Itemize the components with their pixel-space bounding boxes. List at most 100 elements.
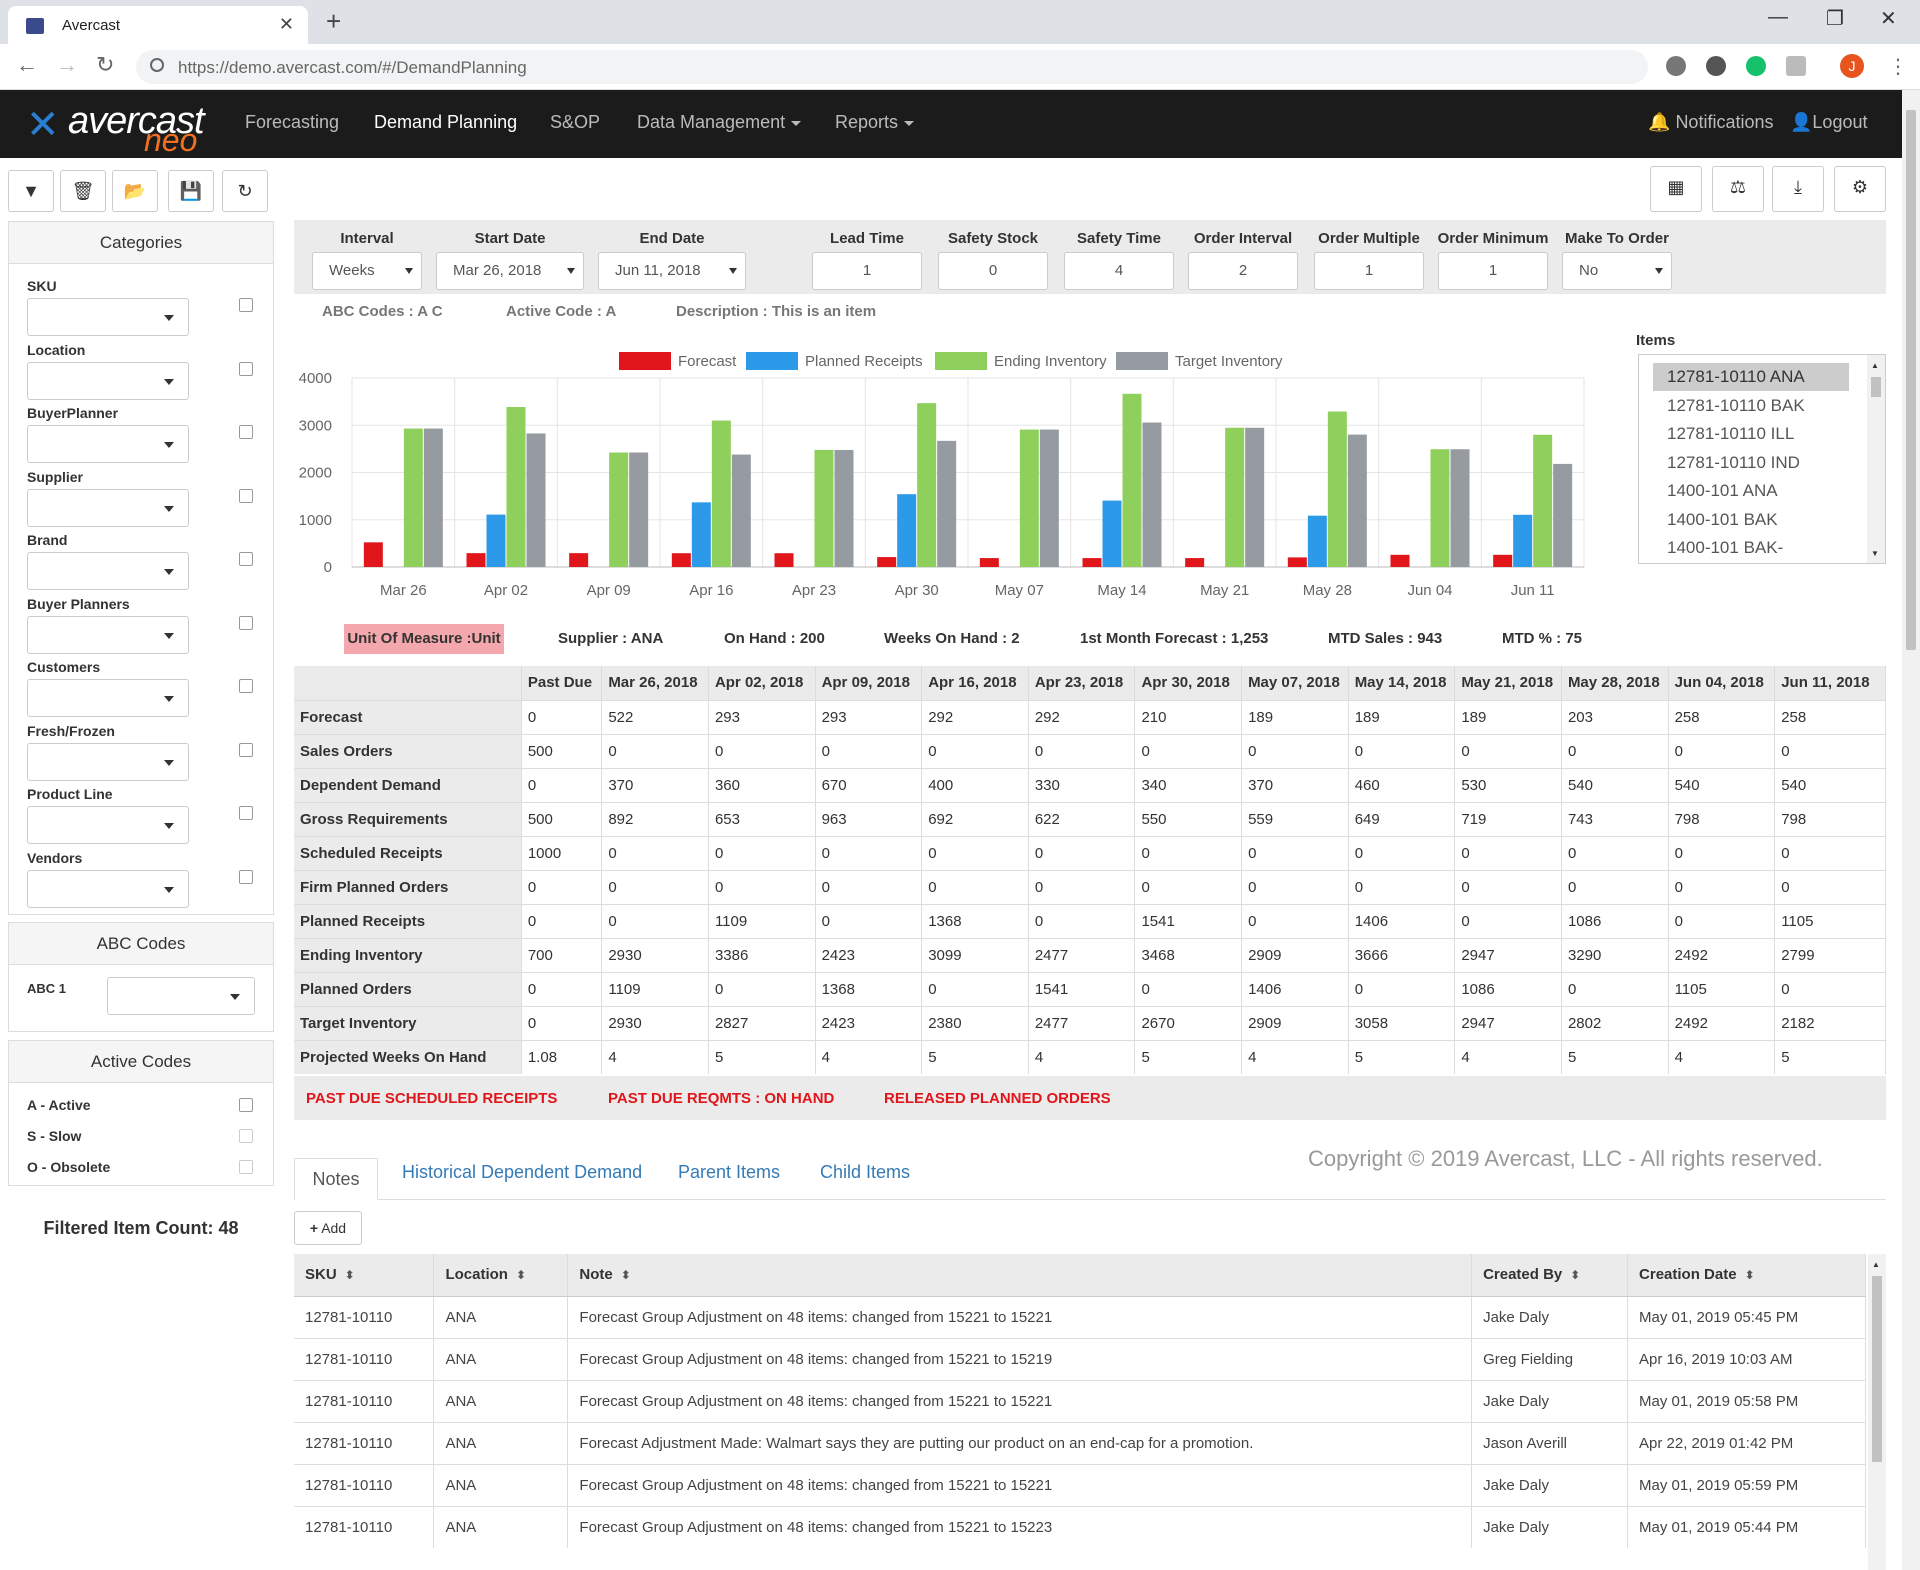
extension-3-icon[interactable] (1786, 56, 1806, 76)
sort-icon[interactable]: ⬍ (1744, 1268, 1755, 1283)
note-row[interactable]: 12781-10110 ANA Forecast Group Adjustment … (294, 1337, 1866, 1380)
new-tab-icon[interactable]: + (326, 6, 342, 36)
save-button[interactable]: 💾 (168, 170, 214, 212)
profile-avatar[interactable]: J (1840, 54, 1864, 78)
tab-notes[interactable]: Notes (294, 1158, 378, 1200)
item-option[interactable]: 12781-10110 ANA (1653, 363, 1849, 391)
note-row[interactable]: 12781-10110 ANA Forecast Group Adjustment … (294, 1295, 1866, 1338)
item-option[interactable]: 1400-101 ANA (1667, 481, 1778, 500)
items-scrollbar-thumb[interactable] (1871, 377, 1881, 397)
notes-column-header[interactable]: Location ⬍ (433, 1254, 569, 1297)
item-option[interactable]: 12781-10110 ILL (1667, 424, 1795, 443)
filter-checkbox-fresh-frozen[interactable] (239, 742, 253, 757)
filter-checkbox-brand[interactable] (239, 552, 253, 566)
filter-select-fresh-frozen[interactable] (27, 742, 189, 781)
page-scrollbar-thumb[interactable] (1906, 110, 1916, 650)
notes-column-header[interactable]: Created By ⬍ (1471, 1254, 1629, 1297)
filter-checkbox-buyer-planners[interactable] (239, 615, 253, 630)
close-window-icon[interactable]: ✕ (1880, 8, 1897, 30)
sort-icon[interactable]: ⬍ (515, 1268, 527, 1283)
safety-time-input[interactable]: 4 (1064, 252, 1174, 290)
start-date-select[interactable]: Mar 26, 2018 (436, 252, 584, 290)
maximize-icon[interactable]: ❐ (1826, 8, 1844, 30)
safety-stock-input[interactable]: 0 (938, 252, 1048, 290)
grammarly-icon[interactable] (1746, 56, 1766, 76)
tab-child-items[interactable]: Child Items (820, 1162, 911, 1182)
note-row[interactable]: 12781-10110 ANA Forecast Group Adjustment … (294, 1379, 1866, 1422)
filter-checkbox-location[interactable] (239, 361, 253, 376)
lead-time-input[interactable]: 1 (812, 252, 922, 290)
filter-select-location[interactable] (27, 361, 189, 400)
item-option[interactable]: 1400-101 BAK (1667, 509, 1778, 529)
browser-menu-icon[interactable]: ⋮ (1888, 56, 1908, 78)
close-tab-icon[interactable]: ✕ (278, 14, 294, 34)
filter-select-customers[interactable] (27, 679, 189, 717)
refresh-button[interactable]: ↻ (222, 170, 268, 212)
filter-select-vendors[interactable] (27, 869, 189, 908)
notes-scrollbar[interactable]: ▲ (1868, 1254, 1886, 1570)
notes-column-header[interactable]: Note ⬍ (567, 1254, 1473, 1297)
nav-sop[interactable]: S&OP (550, 112, 601, 132)
filter-checkbox-customers[interactable] (239, 679, 253, 693)
nav-data-management[interactable]: Data Management (637, 112, 802, 133)
site-info-icon[interactable] (150, 58, 164, 72)
abc-1-select[interactable] (107, 977, 255, 1015)
filter-checkbox-supplier[interactable] (239, 488, 253, 503)
filter-select-supplier[interactable] (27, 488, 189, 527)
settings-button[interactable]: ⚙ (1834, 166, 1886, 212)
scroll-up-icon[interactable]: ▲ (1872, 1260, 1880, 1269)
interval-select[interactable]: Weeks (312, 252, 422, 290)
notifications-link[interactable]: 🔔 Notifications (1648, 112, 1773, 133)
item-option[interactable]: 12781-10110 BAK (1667, 395, 1805, 415)
notes-scrollbar-thumb[interactable] (1872, 1276, 1882, 1462)
extension-2-icon[interactable] (1706, 56, 1726, 76)
reload-icon[interactable]: ↻ (96, 52, 115, 77)
balance-button[interactable]: ⚖ (1712, 166, 1764, 212)
sort-icon[interactable]: ⬍ (620, 1268, 631, 1283)
filter-select-product-line[interactable] (27, 806, 189, 844)
logout-link[interactable]: 👤Logout (1790, 112, 1867, 133)
notes-column-header[interactable]: Creation Date ⬍ (1627, 1254, 1866, 1297)
download-button[interactable]: ⤓ (1772, 166, 1824, 212)
open-button[interactable]: 📂 (112, 170, 158, 212)
active-code-checkbox[interactable] (239, 1098, 253, 1112)
item-option[interactable]: 12781-10110 IND (1667, 452, 1800, 472)
slow-code-checkbox[interactable] (239, 1129, 253, 1143)
items-list[interactable]: ▲ ▼ 12781-10110 ANA 12781-10110 BAK 12781-… (1638, 354, 1886, 564)
nav-forecasting[interactable]: Forecasting (245, 112, 340, 132)
filter-checkbox-vendors[interactable] (239, 869, 253, 884)
calculator-button[interactable]: ▦ (1650, 166, 1702, 212)
filter-checkbox-product-line[interactable] (239, 806, 253, 820)
filter-checkbox-buyerplanner[interactable] (239, 425, 253, 439)
sort-icon[interactable]: ⬍ (1570, 1268, 1581, 1283)
order-interval-input[interactable]: 2 (1188, 252, 1298, 290)
minimize-icon[interactable]: — (1768, 6, 1788, 28)
filter-select-buyer-planners[interactable] (27, 615, 189, 654)
avercast-logo[interactable]: ✕ avercast neo (24, 96, 224, 158)
page-scrollbar[interactable] (1902, 90, 1920, 1570)
note-row[interactable]: 12781-10110 ANA Forecast Group Adjustment … (294, 1505, 1866, 1548)
browser-tab[interactable]: Avercast ✕ (8, 6, 308, 44)
nav-reports[interactable]: Reports (835, 112, 915, 133)
filter-button[interactable]: ▼ (8, 170, 54, 212)
scroll-down-icon[interactable]: ▼ (1871, 549, 1879, 558)
filter-select-brand[interactable] (27, 552, 189, 590)
note-row[interactable]: 12781-10110 ANA Forecast Adjustment Made: … (294, 1421, 1866, 1464)
note-row[interactable]: 12781-10110 ANA Forecast Group Adjustment … (294, 1463, 1866, 1506)
scroll-up-icon[interactable]: ▲ (1871, 361, 1879, 370)
forward-icon[interactable]: → (56, 52, 78, 77)
filter-select-buyerplanner[interactable] (27, 425, 189, 463)
item-option[interactable]: 1400-101 BAK-TARGET (1667, 538, 1784, 557)
order-multiple-input[interactable]: 1 (1314, 252, 1424, 290)
items-scrollbar[interactable]: ▲ ▼ (1867, 355, 1885, 563)
extension-1-icon[interactable] (1666, 56, 1686, 76)
add-note-button[interactable]: + Add (294, 1211, 362, 1245)
notes-column-header[interactable]: SKU ⬍ (294, 1254, 435, 1297)
filter-select-sku[interactable] (27, 298, 189, 336)
sort-icon[interactable]: ⬍ (344, 1268, 355, 1283)
obsolete-code-checkbox[interactable] (239, 1160, 253, 1174)
tab-historical-dependent-demand[interactable]: Historical Dependent Demand (402, 1162, 643, 1182)
back-icon[interactable]: ← (16, 52, 38, 77)
end-date-select[interactable]: Jun 11, 2018 (598, 252, 746, 290)
url-field[interactable]: https://demo.avercast.com/#/DemandPlanni… (136, 50, 1648, 84)
